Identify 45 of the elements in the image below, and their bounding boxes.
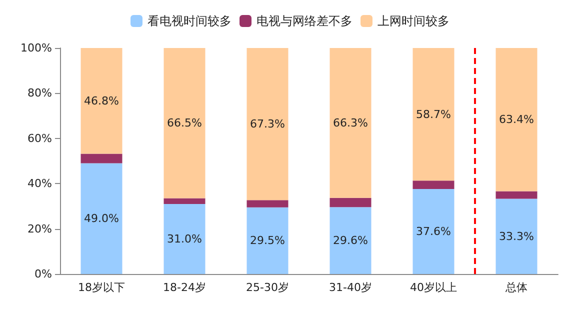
- bar: [246, 207, 288, 274]
- y-tick-label: 20%: [28, 222, 52, 236]
- data-label: 46.8%: [84, 94, 119, 108]
- bar: [330, 48, 372, 198]
- data-label: 37.6%: [416, 225, 451, 238]
- data-label: 58.7%: [416, 108, 451, 121]
- bar: [412, 180, 454, 190]
- y-tick-label: 0%: [34, 268, 52, 280]
- data-label: 29.6%: [333, 234, 368, 248]
- bar: [496, 191, 538, 199]
- data-label: 67.3%: [250, 118, 285, 131]
- bar: [412, 48, 454, 181]
- data-label: 63.4%: [499, 113, 534, 126]
- data-label: 66.3%: [333, 116, 368, 130]
- y-tick-label: 100%: [20, 42, 52, 54]
- bar: [246, 200, 288, 208]
- bar: [80, 48, 122, 154]
- bar: [164, 48, 206, 198]
- bar: [80, 154, 122, 164]
- x-tick-label: 总体: [504, 281, 528, 294]
- x-tick-label: 18-24岁: [163, 281, 206, 294]
- legend-label: 电视与网络差不多: [256, 14, 352, 28]
- x-tick-label: 31-40岁: [329, 281, 372, 294]
- bar: [496, 198, 538, 274]
- bar: [496, 48, 538, 192]
- x-tick-label: 18岁以下: [78, 281, 125, 294]
- y-tick-label: 40%: [28, 177, 52, 190]
- legend-label: 看电视时间较多: [148, 14, 232, 28]
- bar: [164, 198, 206, 204]
- bar: [80, 163, 122, 274]
- data-label: 29.5%: [250, 234, 285, 248]
- bar: [246, 48, 288, 200]
- x-tick-label: 40岁以上: [410, 281, 457, 294]
- bar: [330, 198, 372, 208]
- y-tick-label: 60%: [28, 132, 52, 145]
- bar: [412, 189, 454, 274]
- data-label: 66.5%: [167, 116, 202, 130]
- data-label: 33.3%: [499, 230, 534, 243]
- bar: [164, 204, 206, 274]
- bar: [330, 207, 372, 274]
- x-tick-label: 25-30岁: [246, 281, 289, 294]
- y-tick-label: 80%: [28, 86, 52, 100]
- legend-label: 上网时间较多: [378, 14, 450, 28]
- data-label: 31.0%: [167, 232, 202, 246]
- data-label: 49.0%: [84, 212, 119, 226]
